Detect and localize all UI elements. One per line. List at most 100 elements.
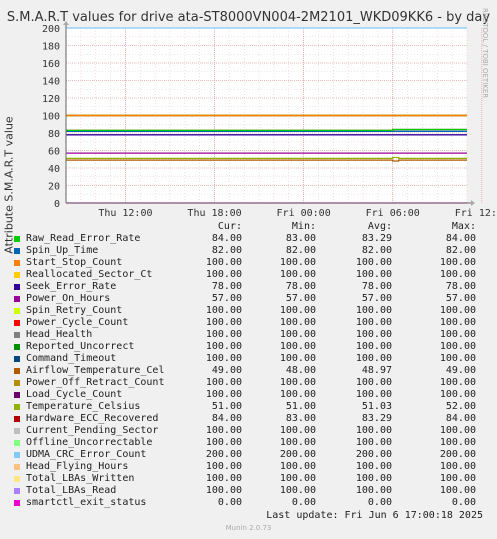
legend-cur-value: 100.00 [205,257,242,268]
legend-max-value: 100.00 [439,317,476,328]
legend-avg-value: 83.29 [361,413,392,424]
legend-header-row: Cur: Min: Avg: Max: [10,221,480,233]
legend-row: Reported_Uncorrect 100.00 100.00 100.00 100.… [10,341,480,353]
legend-min-value: 100.00 [279,317,316,328]
legend-cur-value: 100.00 [205,473,242,484]
legend-avg-value: 100.00 [355,425,392,436]
x-axis-arrow [471,200,475,206]
legend-avg-value: 100.00 [355,377,392,388]
legend-avg-value: 100.00 [355,485,392,496]
legend-min-value: 51.00 [285,401,316,412]
series-line [66,159,467,162]
legend-avg-value: 100.00 [355,329,392,340]
legend-min-value: 100.00 [279,425,316,436]
legend-series-name: Power_Cycle_Count [26,317,129,328]
legend-avg-value: 100.00 [355,305,392,316]
legend-row: Start_Stop_Count 100.00 100.00 100.00 100.00 [10,257,480,269]
y-tick-label: 100 [42,112,60,123]
legend-series-name: Reported_Uncorrect [26,341,135,352]
legend-row: Head_Flying_Hours 100.00 100.00 100.00 100.0… [10,461,480,473]
legend-min-value: 100.00 [279,437,316,448]
legend-rows: Raw_Read_Error_Rate 84.00 83.00 83.29 84.00 S… [10,233,480,509]
legend-min-value: 100.00 [279,485,316,496]
legend-series-name: Start_Stop_Count [26,257,123,268]
legend-max-value: 100.00 [439,437,476,448]
legend-swatch [14,332,20,338]
legend-swatch [14,404,20,410]
legend-series-name: Raw_Read_Error_Rate [26,233,141,244]
legend-row: Total_LBAs_Read 100.00 100.00 100.00 100.00 [10,485,480,497]
legend-min-value: 100.00 [279,329,316,340]
legend-row: Spin_Up_Time 82.00 82.00 82.00 82.00 [10,245,480,257]
legend-series-name: Total_LBAs_Read [26,485,117,496]
x-tick-label: Thu 12:00 [98,208,152,219]
legend-avg-value: 100.00 [355,389,392,400]
legend-swatch [14,272,20,278]
legend-avg-value: 100.00 [355,257,392,268]
legend-min-value: 82.00 [285,245,316,256]
legend-avg-value: 200.00 [355,449,392,460]
y-tick-label: 20 [48,182,60,193]
legend-swatch [14,476,20,482]
legend-swatch [14,500,20,506]
legend-row: UDMA_CRC_Error_Count 200.00 200.00 200.00 20… [10,449,480,461]
legend-avg-value: 100.00 [355,341,392,352]
legend-cur-value: 100.00 [205,377,242,388]
legend-max-value: 0.00 [451,497,476,508]
legend-cur-value: 84.00 [211,413,242,424]
x-tick-label: Fri 00:00 [277,208,331,219]
header-min: Min: [291,221,316,232]
last-update: Last update: Fri Jun 6 17:00:18 2025 [266,510,483,521]
x-tick-label: Fri 12:00 [455,208,497,219]
legend-series-name: Power_On_Hours [26,293,111,304]
legend-cur-value: 100.00 [205,305,242,316]
legend-max-value: 100.00 [439,461,476,472]
y-tick-label: 180 [42,42,60,53]
legend-row: Offline_Uncorrectable 100.00 100.00 100.00 1… [10,437,480,449]
legend-row: Total_LBAs_Written 100.00 100.00 100.00 100.… [10,473,480,485]
legend-swatch [14,284,20,290]
legend-min-value: 78.00 [285,281,316,292]
legend-avg-value: 100.00 [355,269,392,280]
legend-row: Power_On_Hours 57.00 57.00 57.00 57.00 [10,293,480,305]
legend-max-value: 100.00 [439,329,476,340]
legend-swatch [14,308,20,314]
y-tick-label: 160 [42,59,60,70]
legend-series-name: Head_Flying_Hours [26,461,129,472]
chart-svg: 0 20 40 60 80 100 120 140 160 180 200 Thu 12:00 Thu … [42,21,497,219]
legend-cur-value: 100.00 [205,353,242,364]
legend-avg-value: 100.00 [355,473,392,484]
legend-swatch [14,428,20,434]
legend-cur-value: 82.00 [211,245,242,256]
legend-swatch [14,440,20,446]
legend-row: Airflow_Temperature_Cel 49.00 48.00 48.97 49… [10,365,480,377]
legend-series-name: Spin_Retry_Count [26,305,123,316]
legend-min-value: 200.00 [279,449,316,460]
legend-max-value: 84.00 [445,413,476,424]
x-tick-label: Thu 18:00 [187,208,241,219]
legend-row: Head_Health 100.00 100.00 100.00 100.00 [10,329,480,341]
legend-avg-value: 48.97 [361,365,392,376]
legend-series-name: Total_LBAs_Written [26,473,135,484]
legend-series-name: smartctl_exit_status [26,497,147,508]
legend-cur-value: 200.00 [205,449,242,460]
legend-row: Command_Timeout 100.00 100.00 100.00 100.00 [10,353,480,365]
legend-max-value: 84.00 [445,233,476,244]
y-tick-label: 40 [48,164,60,175]
legend-avg-value: 0.00 [367,497,392,508]
legend-swatch [14,356,20,362]
series-line [66,128,467,132]
y-tick-label: 120 [42,94,60,105]
legend-row: Reallocated_Sector_Ct 100.00 100.00 100.00 1… [10,269,480,281]
legend-row: smartctl_exit_status 0.00 0.00 0.00 0.00 [10,497,480,509]
legend-series-name: Spin_Up_Time [26,245,99,256]
legend-cur-value: 100.00 [205,341,242,352]
legend-avg-value: 78.00 [361,281,392,292]
legend-min-value: 100.00 [279,389,316,400]
legend-max-value: 49.00 [445,365,476,376]
legend-row: Power_Cycle_Count 100.00 100.00 100.00 100.0… [10,317,480,329]
legend-min-value: 100.00 [279,269,316,280]
legend-max-value: 100.00 [439,389,476,400]
legend-cur-value: 100.00 [205,329,242,340]
legend-series-name: Load_Cycle_Count [26,389,123,400]
